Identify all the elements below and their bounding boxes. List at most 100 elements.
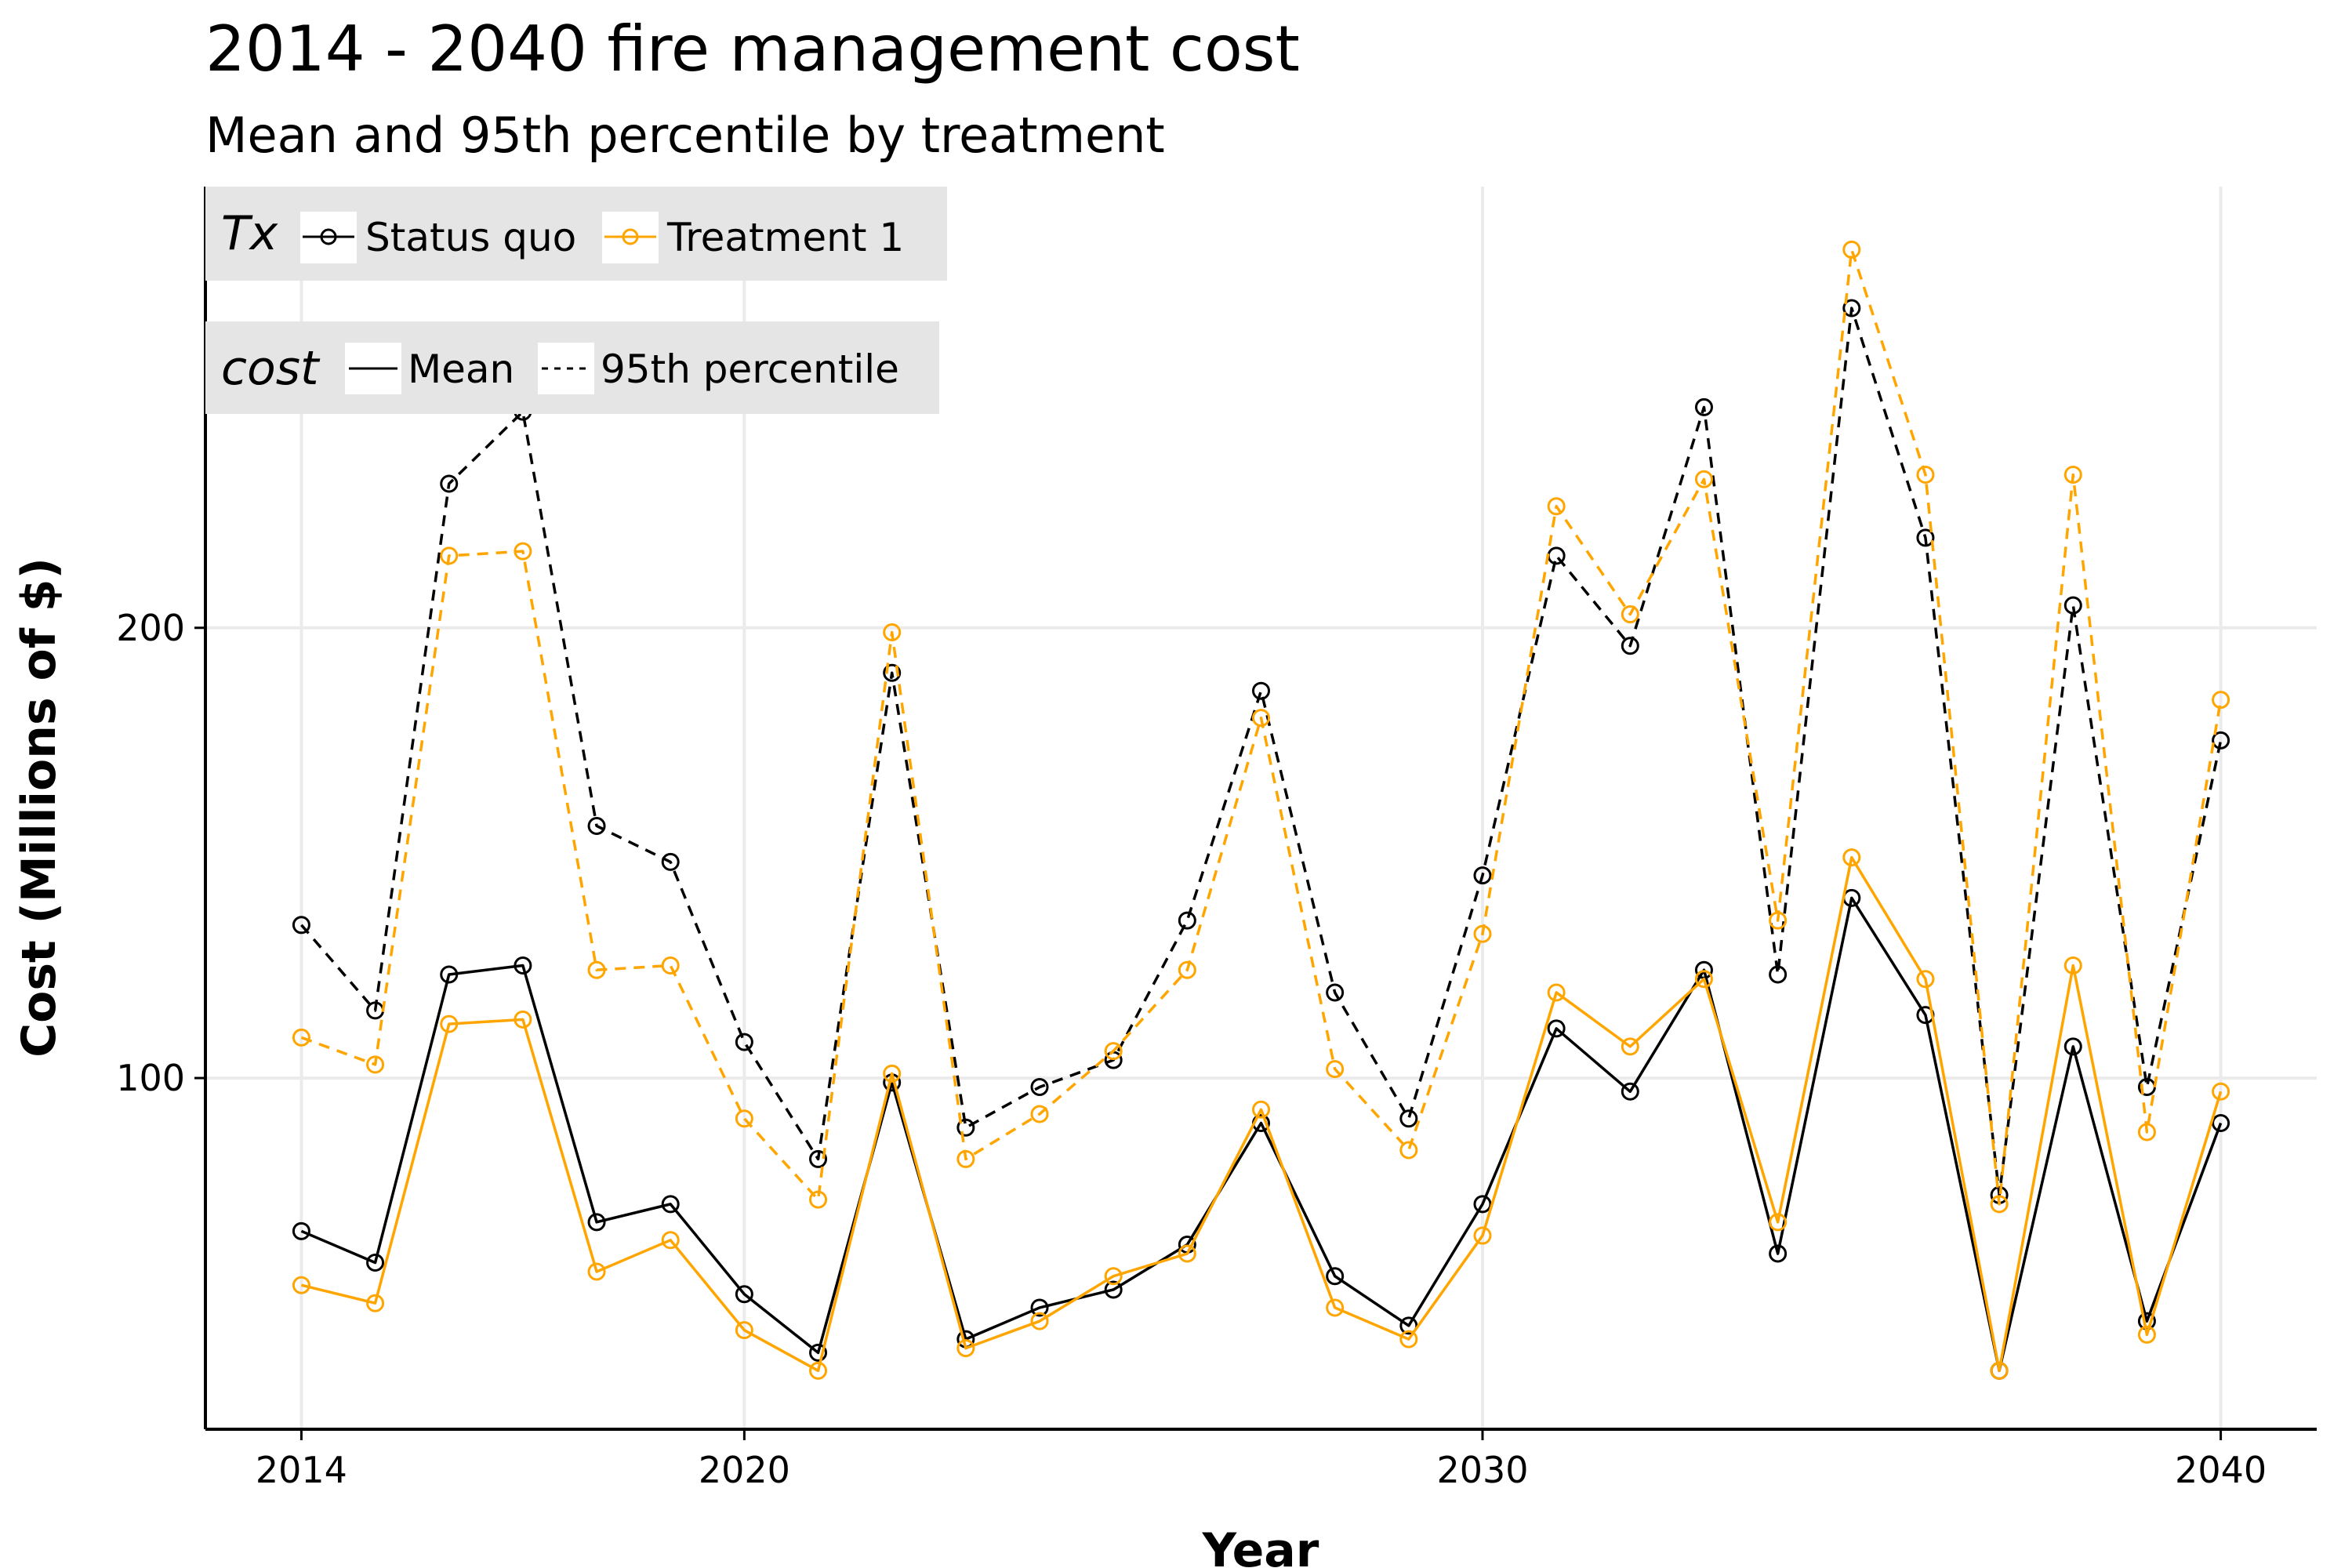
x-tick-label-2040: 2040 bbox=[2175, 1449, 2267, 1491]
series-treatment-1-95th-percentile bbox=[292, 240, 2230, 1214]
data-point-treatment-1-95th-percentile-2031 bbox=[1547, 497, 1566, 516]
data-point-treatment-1-95th-percentile-2027 bbox=[1252, 709, 1270, 728]
series-line-status-quo-95th-percentile bbox=[300, 307, 2223, 1197]
data-point-treatment-1-mean-2039 bbox=[2137, 1325, 2156, 1344]
x-tick-label-2014: 2014 bbox=[256, 1449, 347, 1491]
data-point-treatment-1-mean-2017 bbox=[514, 1010, 532, 1029]
legend-label-95th-percentile: 95th percentile bbox=[601, 347, 899, 392]
data-point-treatment-1-mean-2024 bbox=[1030, 1312, 1049, 1330]
legend-cost-title: cost bbox=[221, 341, 321, 396]
data-point-status-quo-95th-percentile-2032 bbox=[1621, 637, 1639, 655]
data-point-status-quo-95th-percentile-2029 bbox=[1399, 1109, 1418, 1128]
data-point-treatment-1-mean-2032 bbox=[1621, 1037, 1639, 1056]
data-point-status-quo-95th-percentile-2030 bbox=[1473, 866, 1492, 885]
series-treatment-1-mean bbox=[292, 848, 2230, 1380]
series-line-treatment-1-95th-percentile bbox=[300, 248, 2223, 1206]
data-point-treatment-1-mean-2020 bbox=[735, 1321, 753, 1340]
legend-label-mean: Mean bbox=[408, 347, 514, 392]
data-point-treatment-1-95th-percentile-2029 bbox=[1399, 1141, 1418, 1160]
series-line-treatment-1-mean bbox=[300, 855, 2223, 1373]
data-point-status-quo-mean-2020 bbox=[735, 1285, 753, 1304]
legend-label-treatment-1: Treatment 1 bbox=[666, 215, 904, 260]
x-tick-label-2020: 2020 bbox=[699, 1449, 790, 1491]
y-tick-label-200: 200 bbox=[116, 607, 185, 649]
data-point-treatment-1-95th-percentile-2017 bbox=[514, 542, 532, 561]
data-point-treatment-1-95th-percentile-2034 bbox=[1769, 911, 1788, 930]
data-point-status-quo-mean-2024 bbox=[1030, 1298, 1049, 1317]
data-point-status-quo-95th-percentile-2031 bbox=[1547, 546, 1566, 565]
data-point-treatment-1-mean-2034 bbox=[1769, 1213, 1788, 1232]
data-point-treatment-1-mean-2040 bbox=[2212, 1082, 2230, 1101]
data-point-treatment-1-95th-percentile-2030 bbox=[1473, 924, 1492, 943]
data-point-treatment-1-95th-percentile-2014 bbox=[292, 1028, 310, 1047]
data-point-treatment-1-95th-percentile-2026 bbox=[1178, 960, 1196, 979]
data-point-status-quo-mean-2038 bbox=[2063, 1037, 2082, 1056]
data-point-treatment-1-mean-2035 bbox=[1842, 848, 1861, 867]
data-point-status-quo-95th-percentile-2028 bbox=[1326, 983, 1345, 1002]
y-tick-label-100: 100 bbox=[116, 1057, 185, 1099]
x-axis-title: Year bbox=[1202, 1523, 1319, 1568]
data-point-treatment-1-mean-2030 bbox=[1473, 1226, 1492, 1245]
data-point-status-quo-mean-2017 bbox=[514, 956, 532, 975]
data-point-treatment-1-mean-2037 bbox=[1990, 1361, 2009, 1380]
data-point-status-quo-95th-percentile-2021 bbox=[809, 1149, 828, 1168]
data-point-status-quo-mean-2016 bbox=[440, 965, 459, 984]
data-point-treatment-1-95th-percentile-2025 bbox=[1104, 1042, 1123, 1061]
data-point-status-quo-95th-percentile-2038 bbox=[2063, 596, 2082, 615]
data-point-status-quo-mean-2015 bbox=[366, 1254, 385, 1272]
data-point-treatment-1-95th-percentile-2016 bbox=[440, 546, 459, 565]
data-point-status-quo-95th-percentile-2016 bbox=[440, 474, 459, 493]
chart-subtitle: Mean and 95th percentile by treatment bbox=[205, 107, 1165, 164]
data-point-treatment-1-mean-2019 bbox=[661, 1231, 680, 1250]
data-point-treatment-1-mean-2021 bbox=[809, 1361, 828, 1380]
legend-key-status-quo-point bbox=[320, 228, 337, 245]
legend-cost: cost Mean 95th percentile bbox=[205, 321, 939, 414]
data-point-treatment-1-95th-percentile-2021 bbox=[809, 1190, 828, 1209]
data-point-treatment-1-mean-2033 bbox=[1694, 970, 1713, 989]
data-point-treatment-1-95th-percentile-2039 bbox=[2137, 1123, 2156, 1142]
data-point-status-quo-mean-2018 bbox=[587, 1213, 606, 1232]
legend-label-status-quo: Status quo bbox=[365, 215, 576, 260]
data-point-status-quo-95th-percentile-2024 bbox=[1030, 1078, 1049, 1097]
data-point-treatment-1-95th-percentile-2033 bbox=[1694, 470, 1713, 488]
data-point-treatment-1-95th-percentile-2038 bbox=[2063, 466, 2082, 485]
data-point-status-quo-95th-percentile-2034 bbox=[1769, 965, 1788, 984]
data-point-treatment-1-95th-percentile-2023 bbox=[956, 1149, 975, 1168]
data-point-status-quo-mean-2029 bbox=[1399, 1316, 1418, 1335]
data-point-treatment-1-95th-percentile-2035 bbox=[1842, 240, 1861, 259]
data-point-status-quo-mean-2021 bbox=[809, 1343, 828, 1362]
data-point-treatment-1-95th-percentile-2019 bbox=[661, 956, 680, 975]
data-point-treatment-1-mean-2026 bbox=[1178, 1244, 1196, 1263]
data-point-status-quo-mean-2025 bbox=[1104, 1280, 1123, 1299]
data-point-treatment-1-mean-2016 bbox=[440, 1014, 459, 1033]
data-point-treatment-1-95th-percentile-2022 bbox=[883, 623, 902, 642]
data-point-status-quo-95th-percentile-2018 bbox=[587, 816, 606, 835]
data-point-treatment-1-95th-percentile-2028 bbox=[1326, 1060, 1345, 1079]
data-point-status-quo-mean-2028 bbox=[1326, 1267, 1345, 1286]
series-line-status-quo-mean bbox=[300, 896, 2223, 1373]
data-point-status-quo-95th-percentile-2020 bbox=[735, 1033, 753, 1051]
data-point-status-quo-95th-percentile-2040 bbox=[2212, 731, 2230, 750]
data-point-treatment-1-mean-2029 bbox=[1399, 1330, 1418, 1348]
legend-tx: Tx Status quo Treatment 1 bbox=[205, 187, 947, 281]
data-point-status-quo-95th-percentile-2014 bbox=[292, 916, 310, 935]
data-point-treatment-1-mean-2028 bbox=[1326, 1298, 1345, 1317]
y-axis-title: Cost (Millions of $) bbox=[12, 557, 67, 1058]
data-point-status-quo-mean-2040 bbox=[2212, 1113, 2230, 1132]
data-point-treatment-1-mean-2022 bbox=[883, 1064, 902, 1083]
data-point-treatment-1-mean-2027 bbox=[1252, 1100, 1270, 1119]
legend-key-treatment-1-point bbox=[622, 228, 639, 245]
data-point-treatment-1-95th-percentile-2015 bbox=[366, 1055, 385, 1074]
data-point-status-quo-mean-2030 bbox=[1473, 1195, 1492, 1214]
chart-title: 2014 - 2040 fire management cost bbox=[205, 13, 1300, 85]
data-point-status-quo-95th-percentile-2019 bbox=[661, 852, 680, 871]
series-status-quo-95th-percentile bbox=[292, 299, 2230, 1204]
data-point-status-quo-95th-percentile-2022 bbox=[883, 663, 902, 682]
series-status-quo-mean bbox=[292, 888, 2230, 1380]
data-point-treatment-1-mean-2025 bbox=[1104, 1267, 1123, 1286]
series-layer bbox=[292, 240, 2230, 1380]
data-point-status-quo-95th-percentile-2036 bbox=[1916, 528, 1935, 547]
data-point-status-quo-95th-percentile-2026 bbox=[1178, 911, 1196, 930]
data-point-status-quo-mean-2031 bbox=[1547, 1019, 1566, 1038]
